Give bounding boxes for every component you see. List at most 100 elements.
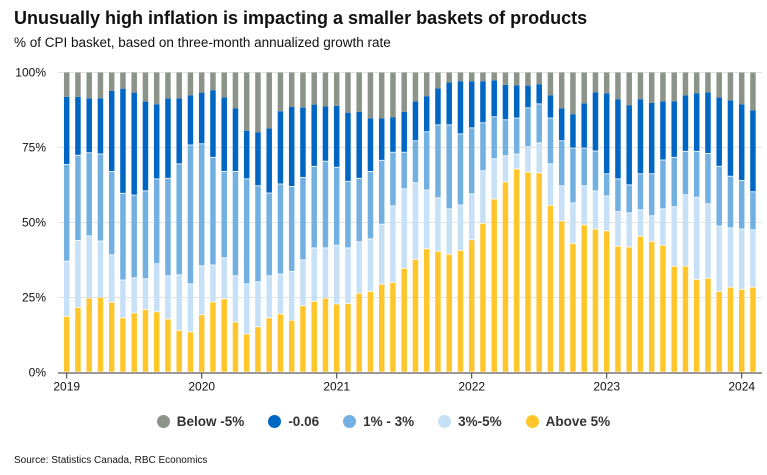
legend-label: 1% - 3% [363,414,415,429]
bar-segment--0-06 [367,118,374,171]
bar-segment-above-5- [198,315,205,372]
bar-segment--0-06 [727,100,734,176]
bar-segment-above-5- [581,225,587,372]
bar-segment-below-5- [288,72,295,107]
bar-segment--0-06 [603,93,610,174]
bar-segment-3-5- [435,198,441,251]
bar-segment-below-5- [671,72,677,102]
bar-segment-1-3- [333,167,340,245]
bar-segment-3-5- [86,236,92,298]
bar-segment-below-5- [480,72,486,82]
legend-swatch-icon [156,415,170,428]
bar-segment-1-3- [255,186,261,282]
bar-segment-above-5- [266,318,272,372]
bar-segment--0-06 [626,105,632,185]
bar-segment-3-5- [255,282,261,327]
bar-segment-above-5- [187,332,194,372]
bar-segment--0-06 [176,98,182,164]
legend-swatch-icon [343,415,357,428]
bar-segment-below-5- [300,72,306,108]
bar-segment-below-5- [558,72,565,109]
bar-segment-below-5- [581,72,587,104]
y-tick-label: 0% [29,366,47,380]
bar-segment-3-5- [243,284,250,334]
x-tick-label: 2022 [458,380,485,394]
legend-label: Above 5% [545,414,611,429]
bar-segment--0-06 [435,88,441,125]
bar-segment-below-5- [198,72,205,93]
legend-item: Below -5% [156,414,244,429]
bar-segment-above-5- [615,246,621,372]
bar-segment-above-5- [446,254,452,372]
bar-segment-3-5- [626,213,632,247]
y-tick-label: 100% [15,66,46,80]
bar-segment-1-3- [165,178,171,276]
bar-segment-1-3- [300,177,306,260]
bar-segment-below-5- [277,72,284,112]
bar-segment-3-5- [480,171,486,223]
bar-segment-above-5- [671,266,677,372]
bar-segment-above-5- [716,291,722,372]
bar-segment-above-5- [750,287,756,372]
bar-segment-below-5- [367,72,374,119]
bar-segment-3-5- [97,241,104,297]
bars [63,72,756,372]
bar-segment-3-5- [345,248,351,303]
bar-segment-3-5- [558,186,565,221]
bar-segment--0-06 [457,81,464,134]
bar-segment-above-5- [378,284,385,372]
bar-segment-below-5- [322,72,329,107]
bar-segment-1-3- [367,171,374,239]
bar-segment-1-3- [525,108,531,147]
bar-segment-above-5- [153,312,160,372]
bar-segment-below-5- [187,72,194,96]
bar-segment-below-5- [423,72,430,97]
bar-segment-below-5- [626,72,632,106]
bar-segment-3-5- [660,209,666,245]
bar-segment-below-5- [86,72,92,99]
bar-segment--0-06 [378,118,385,160]
bar-segment-3-5- [288,271,295,320]
bar-segment-above-5- [547,205,554,372]
x-tick-label: 2021 [323,380,350,394]
bar-segment-above-5- [176,330,182,372]
bar-segment-below-5- [682,72,689,96]
x-axis: 2019 2020 2021 2022 2023 2024 [53,372,762,394]
bar-segment-1-3- [716,166,722,226]
bar-segment-1-3- [210,157,216,265]
bar-segment-3-5- [390,206,396,282]
bar-segment-1-3- [592,151,599,191]
bar-segment-1-3- [513,118,520,154]
bar-segment-3-5- [311,248,317,301]
bar-segment-below-5- [120,72,126,89]
bar-segment-below-5- [356,72,362,112]
bar-segment-1-3- [468,128,475,194]
bar-segment--0-06 [97,98,104,154]
bar-segment-1-3- [480,123,486,171]
bar-segment-above-5- [288,320,295,372]
bar-segment--0-06 [637,99,644,174]
bar-segment--0-06 [480,81,486,123]
bar-segment-3-5- [412,183,419,259]
bar-segment-3-5- [300,260,306,306]
bar-segment-above-5- [603,231,610,372]
bar-segment-1-3- [738,180,745,229]
bar-segment--0-06 [525,85,531,108]
bar-segment-below-5- [142,72,149,102]
gridlines [58,72,762,298]
y-tick-label: 75% [22,141,46,155]
bar-segment-3-5- [693,197,700,279]
bar-segment-1-3- [558,141,565,186]
bar-segment-1-3- [97,154,104,241]
bar-segment-below-5- [97,72,104,99]
legend-label: 3%-5% [458,414,502,429]
bar-segment-1-3- [232,171,239,276]
bar-segment-below-5- [716,72,722,98]
bar-segment--0-06 [277,111,284,184]
bar-segment-3-5- [120,280,126,318]
bar-segment-below-5- [63,72,70,97]
bar-segment-3-5- [322,248,329,298]
bar-segment-3-5- [401,189,407,268]
bar-segment-1-3- [198,144,205,266]
bar-segment-above-5- [525,172,531,372]
